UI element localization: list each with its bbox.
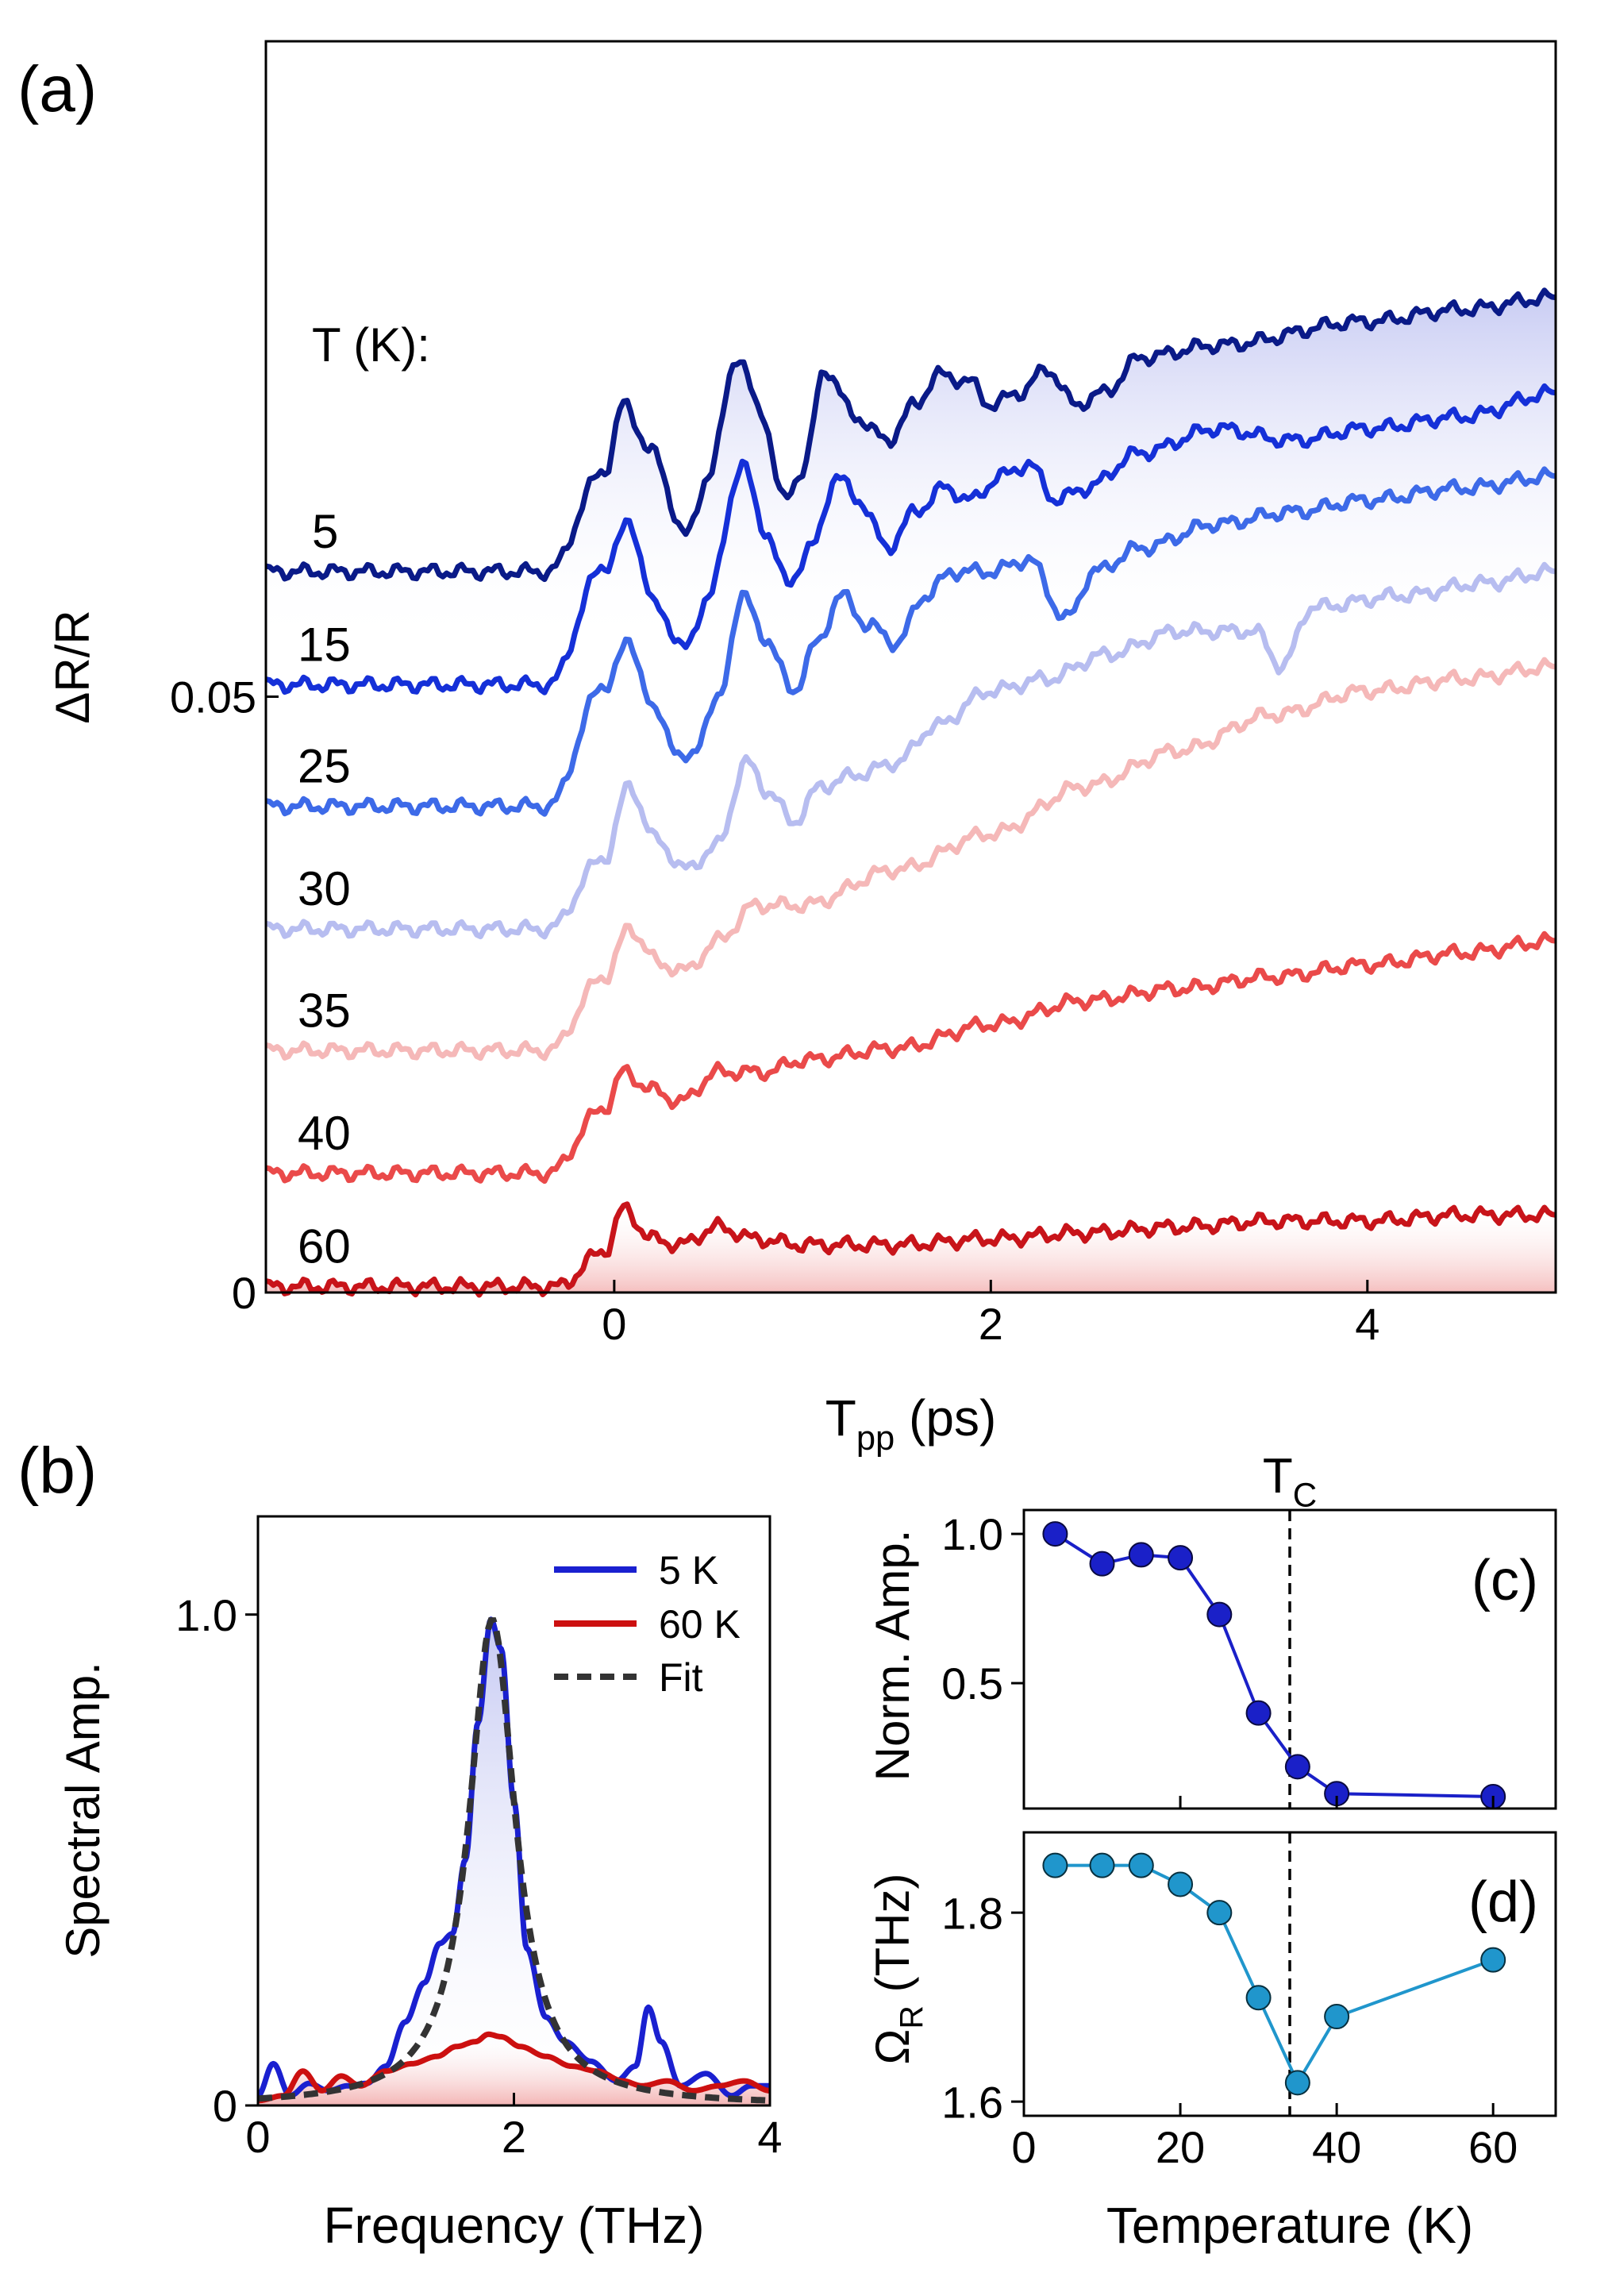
panel-c: 0.5 1.0 (c) Norm. Amp. <box>866 1508 1557 1810</box>
x-tick-label: 20 <box>1156 2122 1205 2172</box>
y-tick-label: 1.0 <box>941 1509 1003 1559</box>
y-tick-label: 0.5 <box>941 1658 1003 1709</box>
panel-label-d: (d) <box>1468 1870 1538 1934</box>
data-point <box>1042 1521 1068 1547</box>
x-tick-label: 0 <box>245 2112 270 2162</box>
series-line-25K <box>265 466 1556 817</box>
x-tick-label: 0 <box>1011 2122 1036 2172</box>
x-axis-label: Tpp (ps) <box>825 1389 997 1458</box>
x-tick-label: 4 <box>1355 1299 1379 1349</box>
series-fill-5K <box>266 290 1556 649</box>
panel-label-b: (b) <box>17 1435 97 1507</box>
series-label: 35 <box>298 984 351 1037</box>
legend-label: Fit <box>659 1655 703 1700</box>
data-point <box>1206 1900 1233 1926</box>
data-point <box>1245 1985 1272 2011</box>
x-tick-label: 60 <box>1468 2122 1518 2172</box>
series-line-fit <box>257 1617 771 2104</box>
data-point <box>1324 2004 1350 2030</box>
y-tick-label: 0 <box>213 2081 237 2131</box>
data-point <box>1128 1852 1154 1878</box>
series-line-15K <box>265 383 1556 695</box>
series-label: 60 <box>298 1219 351 1273</box>
y-tick-label: 1.6 <box>941 2077 1003 2127</box>
series-label: 5 <box>312 505 338 558</box>
legend-header: T (K): <box>312 318 430 372</box>
tc-label: TC <box>1263 1449 1317 1513</box>
data-point <box>1480 1947 1506 1973</box>
y-axis-label: ΔR/R <box>46 610 99 723</box>
series-line-40K <box>265 930 1556 1185</box>
y-axis-label: Spectral Amp. <box>56 1662 110 1959</box>
y-tick-label: 1.0 <box>175 1590 237 1640</box>
data-point <box>1128 1542 1154 1568</box>
series-fill-5K <box>258 1619 770 2105</box>
y-tick-label: 0.05 <box>170 672 256 722</box>
series-label: 40 <box>298 1107 351 1160</box>
data-point <box>1042 1852 1068 1878</box>
data-point <box>1168 1871 1194 1897</box>
panel-label-a: (a) <box>17 53 97 125</box>
series-label: 15 <box>298 618 351 672</box>
plot-frame <box>264 40 1557 1294</box>
legend-label: 5 K <box>659 1548 718 1593</box>
legend-label: 60 K <box>659 1602 741 1647</box>
plot-frame <box>1022 1831 1557 2117</box>
data-point <box>1089 1852 1115 1878</box>
x-axis-label: Temperature (K) <box>1106 2197 1473 2254</box>
series-label: 30 <box>298 862 351 915</box>
x-tick-label: 0 <box>602 1299 626 1349</box>
panel-d: TC 0 20 40 60 1.6 1.8 (d) ΩR (THz) Temperature (K… <box>866 1449 1557 2254</box>
panel-b: (b) 0 2 4 0 1.0 Spectral Amp. Frequency (THz) 5… <box>17 1435 783 2254</box>
series-line <box>1055 1863 1494 2086</box>
series-fill-60K <box>266 1204 1556 1295</box>
data-point <box>1206 1601 1233 1628</box>
series-line-60K <box>256 2031 771 2104</box>
data-point <box>1284 2070 1310 2096</box>
y-axis-label: ΩR (THz) <box>866 1874 929 2065</box>
y-axis-label: Norm. Amp. <box>866 1530 919 1782</box>
y-tick-label: 1.8 <box>941 1888 1003 1938</box>
y-tick-label: 0 <box>232 1268 256 1318</box>
panel-label-c: (c) <box>1472 1549 1538 1612</box>
data-point <box>1284 1754 1310 1780</box>
x-tick-label: 2 <box>502 2112 526 2162</box>
x-tick-label: 40 <box>1312 2122 1361 2172</box>
data-point <box>1089 1551 1115 1577</box>
series-label: 25 <box>298 740 351 793</box>
data-point <box>1245 1700 1272 1726</box>
series-line-5K <box>265 287 1556 583</box>
x-tick-label: 2 <box>979 1299 1003 1349</box>
series-line-35K <box>265 657 1556 1061</box>
x-axis-label: Frequency (THz) <box>323 2197 704 2254</box>
series-line-30K <box>265 561 1556 940</box>
x-tick-label: 4 <box>757 2112 782 2162</box>
data-point <box>1168 1545 1194 1571</box>
plot-frame <box>1022 1508 1557 1810</box>
series-line <box>1054 1532 1494 1798</box>
